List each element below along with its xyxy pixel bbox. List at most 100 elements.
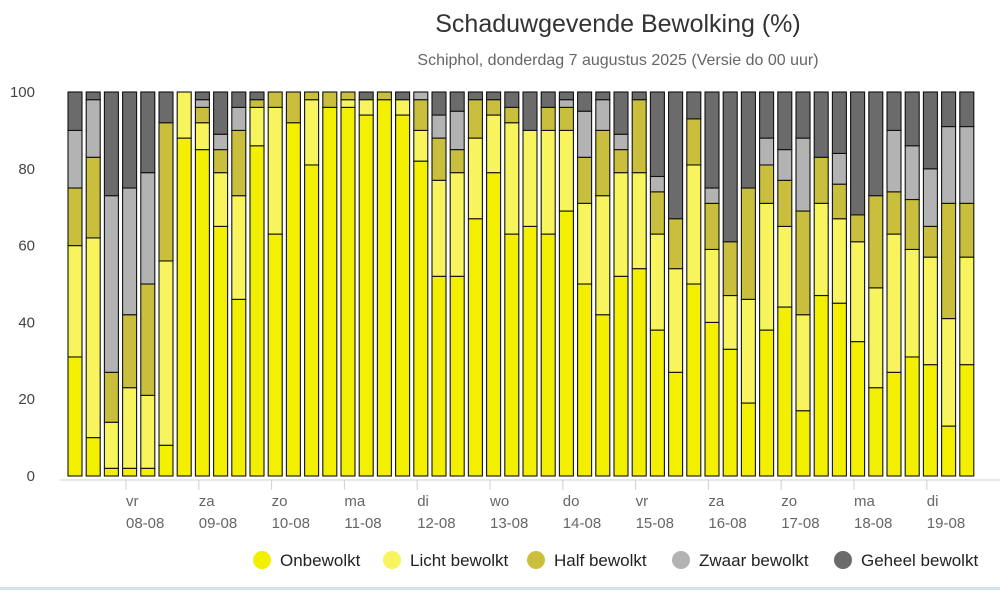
bar-segment-geheel-bewolkt xyxy=(395,91,411,101)
legend-item[interactable]: Onbewolkt xyxy=(253,551,361,570)
bar-segment-zwaar-bewolkt xyxy=(67,129,83,189)
bar-segment-geheel-bewolkt xyxy=(722,91,738,243)
bar-segment-half-bewolkt xyxy=(340,91,356,101)
bar-segment-zwaar-bewolkt xyxy=(704,187,720,204)
bar-segment-onbewolkt xyxy=(558,210,574,477)
bar-segment-onbewolkt xyxy=(140,467,156,477)
x-tick-day: di xyxy=(417,493,429,510)
bar-segment-half-bewolkt xyxy=(231,129,247,197)
bar-segment-licht-bewolkt xyxy=(831,218,847,304)
bar-segment-onbewolkt xyxy=(431,275,447,477)
bar-segment-onbewolkt xyxy=(322,106,338,477)
bar-segment-zwaar-bewolkt xyxy=(795,137,811,212)
bar-segment-geheel-bewolkt xyxy=(686,91,702,120)
bar-segment-licht-bewolkt xyxy=(904,248,920,358)
bar-segment-onbewolkt xyxy=(395,114,411,477)
bar-segment-onbewolkt xyxy=(831,302,847,477)
bar-segment-zwaar-bewolkt xyxy=(85,99,101,158)
legend-item[interactable]: Zwaar bewolkt xyxy=(672,551,809,570)
chart-subtitle: Schiphol, donderdag 7 augustus 2025 (Ver… xyxy=(417,52,818,69)
bar-segment-geheel-bewolkt xyxy=(486,91,502,101)
bar-segment-half-bewolkt xyxy=(558,106,574,131)
bar-segment-onbewolkt xyxy=(577,283,593,477)
bar-segment-half-bewolkt xyxy=(722,241,738,297)
bar-segment-onbewolkt xyxy=(358,114,374,477)
bar-segment-half-bewolkt xyxy=(504,106,520,124)
bar-segment-half-bewolkt xyxy=(904,198,920,250)
bar-segment-licht-bewolkt xyxy=(868,287,884,389)
bar-stack xyxy=(194,91,210,477)
bar-segment-onbewolkt xyxy=(613,275,629,477)
bar-segment-half-bewolkt xyxy=(941,202,957,320)
bar-segment-onbewolkt xyxy=(194,149,210,477)
bar-segment-geheel-bewolkt xyxy=(67,91,83,131)
bar-stack xyxy=(850,91,866,477)
x-tick-day: vr xyxy=(636,493,649,510)
bar-segment-geheel-bewolkt xyxy=(103,91,119,197)
y-tick-label: 100 xyxy=(10,84,35,101)
bar-segment-onbewolkt xyxy=(704,321,720,477)
legend-marker xyxy=(253,551,271,569)
bar-segment-licht-bewolkt xyxy=(668,268,684,373)
bar-segment-geheel-bewolkt xyxy=(959,91,975,128)
bar-segment-geheel-bewolkt xyxy=(194,91,210,101)
bar-segment-half-bewolkt xyxy=(213,149,229,174)
bar-segment-licht-bewolkt xyxy=(558,129,574,212)
x-tick-date: 18-08 xyxy=(854,515,892,532)
bar-segment-licht-bewolkt xyxy=(231,195,247,300)
legend-item[interactable]: Half bewolkt xyxy=(527,551,647,570)
bar-segment-geheel-bewolkt xyxy=(649,91,665,178)
bar-segment-licht-bewolkt xyxy=(740,298,756,404)
x-tick-date: 08-08 xyxy=(126,515,164,532)
bar-segment-half-bewolkt xyxy=(850,214,866,243)
bar-segment-half-bewolkt xyxy=(668,218,684,270)
legend-item[interactable]: Geheel bewolkt xyxy=(834,551,978,570)
bar-stack xyxy=(322,91,338,477)
bar-segment-onbewolkt xyxy=(759,329,775,477)
bar-segment-licht-bewolkt xyxy=(340,99,356,108)
bar-stack xyxy=(358,91,374,477)
bar-segment-half-bewolkt xyxy=(959,202,975,258)
x-tick-date: 12-08 xyxy=(417,515,455,532)
bar-segment-zwaar-bewolkt xyxy=(649,175,665,193)
legend-label: Onbewolkt xyxy=(280,551,361,570)
bar-segment-half-bewolkt xyxy=(267,91,283,108)
bar-segment-licht-bewolkt xyxy=(631,172,647,270)
bar-segment-geheel-bewolkt xyxy=(740,91,756,189)
bar-segment-zwaar-bewolkt xyxy=(886,129,902,193)
bar-segment-licht-bewolkt xyxy=(649,233,665,331)
bar-stack xyxy=(595,91,611,477)
bar-segment-geheel-bewolkt xyxy=(813,91,829,158)
bar-segment-geheel-bewolkt xyxy=(868,91,884,197)
bar-segment-licht-bewolkt xyxy=(941,318,957,427)
bar-segment-onbewolkt xyxy=(504,233,520,477)
bar-segment-half-bewolkt xyxy=(322,91,338,108)
bar-segment-onbewolkt xyxy=(231,298,247,477)
bar-stack xyxy=(759,91,775,477)
bar-segment-onbewolkt xyxy=(449,275,465,477)
bar-segment-licht-bewolkt xyxy=(140,394,156,469)
bar-segment-licht-bewolkt xyxy=(759,202,775,331)
bar-segment-half-bewolkt xyxy=(285,91,301,124)
bar-segment-licht-bewolkt xyxy=(886,233,902,373)
bar-segment-geheel-bewolkt xyxy=(467,91,483,101)
bar-stack xyxy=(376,91,392,477)
bar-segment-licht-bewolkt xyxy=(267,106,283,235)
bar-segment-zwaar-bewolkt xyxy=(213,133,229,151)
bar-segment-zwaar-bewolkt xyxy=(449,110,465,151)
legend-item[interactable]: Licht bewolkt xyxy=(383,551,509,570)
bar-segment-zwaar-bewolkt xyxy=(759,137,775,166)
x-tick-day: vr xyxy=(126,493,139,510)
y-tick-label: 0 xyxy=(27,468,35,485)
bar-segment-geheel-bewolkt xyxy=(595,91,611,101)
bar-segment-geheel-bewolkt xyxy=(704,91,720,189)
x-tick-day: za xyxy=(199,493,216,510)
bar-segment-geheel-bewolkt xyxy=(213,91,229,135)
bar-segment-onbewolkt xyxy=(886,371,902,477)
bar-segment-onbewolkt xyxy=(176,137,192,477)
bar-segment-licht-bewolkt xyxy=(449,172,465,277)
bar-segment-half-bewolkt xyxy=(595,129,611,197)
bar-segment-geheel-bewolkt xyxy=(249,91,265,101)
bar-segment-geheel-bewolkt xyxy=(540,91,556,108)
